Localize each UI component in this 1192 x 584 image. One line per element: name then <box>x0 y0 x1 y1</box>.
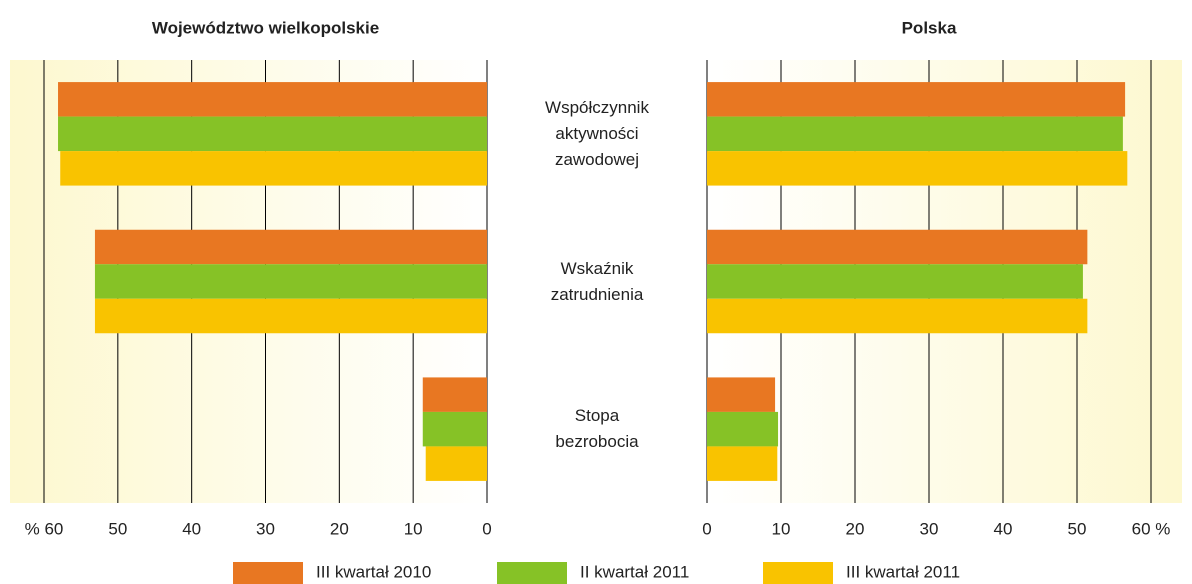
bar <box>425 446 487 481</box>
category-label: Stopa bezrobocia <box>555 406 639 452</box>
bar <box>707 446 778 481</box>
x-tick-label: % 60 <box>25 519 64 538</box>
legend-label: III kwartał 2011 <box>846 562 960 581</box>
x-tick-label: 0 <box>702 519 711 538</box>
x-tick-label: 50 <box>108 519 127 538</box>
legend-swatch <box>233 562 303 584</box>
bar <box>707 411 779 447</box>
x-tick-label: 30 <box>256 519 275 538</box>
x-tick-label: 40 <box>182 519 201 538</box>
bar <box>707 151 1128 186</box>
bar <box>707 377 776 412</box>
bar <box>422 411 487 447</box>
x-tick-label: 10 <box>772 519 791 538</box>
x-tick-label: 40 <box>994 519 1013 538</box>
bar <box>707 82 1126 117</box>
legend-label: II kwartał 2011 <box>580 562 689 581</box>
bar <box>94 229 487 265</box>
bar <box>422 377 487 412</box>
category-label: Wskaźnik zatrudnienia <box>550 258 644 304</box>
category-label: Współczynnik aktywności zawodowej <box>545 97 649 169</box>
bar <box>94 298 487 334</box>
chart-title: Województwo wielkopolskie <box>152 18 379 37</box>
bar <box>60 151 487 186</box>
x-tick-label: 0 <box>482 519 491 538</box>
bar <box>58 116 488 152</box>
bar <box>707 264 1083 299</box>
bar <box>707 229 1088 265</box>
bar <box>58 82 488 117</box>
chart-title: Polska <box>902 18 957 37</box>
x-tick-label: 30 <box>920 519 939 538</box>
bar <box>707 298 1088 334</box>
x-tick-label: 20 <box>846 519 865 538</box>
x-tick-label: 10 <box>404 519 423 538</box>
legend-swatch <box>497 562 567 584</box>
bar <box>707 116 1123 152</box>
x-tick-label: 60 % <box>1132 519 1171 538</box>
legend-label: III kwartał 2010 <box>316 562 431 581</box>
x-tick-label: 20 <box>330 519 349 538</box>
x-tick-label: 50 <box>1068 519 1087 538</box>
legend-swatch <box>763 562 833 584</box>
bar <box>94 264 487 299</box>
